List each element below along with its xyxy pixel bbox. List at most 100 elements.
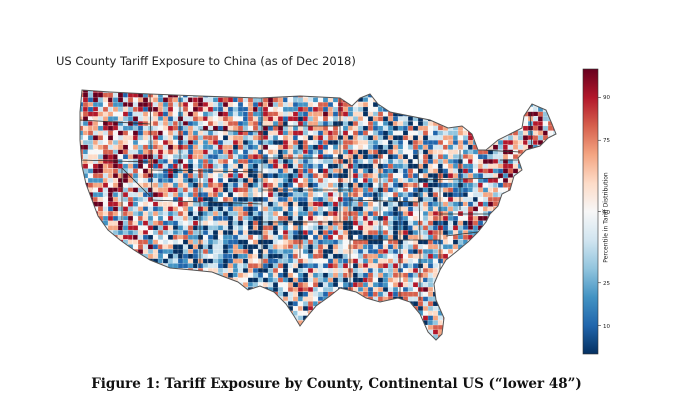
county-cell xyxy=(162,230,169,236)
county-cell xyxy=(92,320,100,326)
county-cell xyxy=(502,253,508,262)
county-cell xyxy=(337,90,343,95)
county-cell xyxy=(312,135,319,141)
county-cell xyxy=(317,305,324,312)
county-cell xyxy=(437,249,444,255)
county-cell xyxy=(262,177,269,184)
county-cell xyxy=(107,272,115,278)
county-cell xyxy=(542,220,551,227)
county-cell xyxy=(167,315,174,321)
county-cell xyxy=(82,206,90,214)
county-cell xyxy=(522,97,529,103)
county-cell xyxy=(142,305,149,313)
county-cell xyxy=(192,320,198,328)
county-cell xyxy=(492,301,500,306)
county-cell xyxy=(337,324,344,332)
county-cell xyxy=(527,168,535,174)
county-cell xyxy=(532,315,541,322)
county-cell xyxy=(327,121,333,127)
county-cell xyxy=(267,135,274,141)
county-cell xyxy=(152,90,160,93)
county-cell xyxy=(532,168,540,174)
county-cell xyxy=(472,130,479,136)
county-cell xyxy=(317,249,324,255)
county-cell xyxy=(517,225,525,231)
county-cell xyxy=(187,320,194,326)
county-cell xyxy=(97,315,105,321)
county-cell xyxy=(377,234,384,241)
county-cell xyxy=(157,277,165,283)
county-cell xyxy=(87,253,93,261)
county-cell xyxy=(517,277,523,283)
county-cell xyxy=(522,201,529,209)
county-cell xyxy=(112,154,118,160)
county-cell xyxy=(432,97,441,104)
county-cell xyxy=(147,296,155,304)
county-cell xyxy=(252,90,259,95)
county-cell xyxy=(312,90,319,94)
county-cell xyxy=(422,102,429,109)
county-cell xyxy=(252,102,259,108)
county-cell xyxy=(322,305,329,312)
county-cell xyxy=(302,149,308,155)
county-cell xyxy=(122,305,131,314)
county-cell xyxy=(80,324,85,332)
county-cell xyxy=(317,320,324,325)
county-cell xyxy=(542,287,549,293)
county-cell xyxy=(172,272,179,280)
county-cell xyxy=(492,268,499,274)
county-cell xyxy=(442,268,450,273)
county-cell xyxy=(122,315,128,323)
county-cell xyxy=(427,90,434,93)
county-cell xyxy=(232,291,240,298)
county-cell xyxy=(532,163,538,171)
county-cell xyxy=(502,111,509,118)
county-cell xyxy=(542,196,549,203)
county-cell xyxy=(287,320,295,326)
county-cell xyxy=(382,149,388,155)
county-cell xyxy=(82,282,90,289)
county-cell xyxy=(302,121,308,126)
county-cell xyxy=(162,144,169,151)
county-cell xyxy=(152,291,159,299)
county-cell xyxy=(80,334,84,340)
county-cell xyxy=(442,102,451,109)
county-cell xyxy=(80,192,86,198)
county-cell xyxy=(212,287,221,293)
county-cell xyxy=(477,140,485,147)
county-cell xyxy=(407,177,414,183)
county-cell xyxy=(527,272,534,279)
county-cell xyxy=(547,263,556,269)
county-cell xyxy=(307,225,314,231)
county-cell xyxy=(432,211,439,216)
county-cell xyxy=(432,305,439,311)
county-cell xyxy=(132,287,139,293)
county-cell xyxy=(502,329,510,337)
county-cell xyxy=(192,324,199,330)
county-cell xyxy=(242,263,248,269)
county-cell xyxy=(442,282,450,288)
county-cell xyxy=(192,272,199,279)
county-cell xyxy=(517,315,525,322)
county-cell xyxy=(277,258,283,264)
county-cell xyxy=(177,215,184,221)
county-cell xyxy=(512,182,521,190)
county-cell xyxy=(332,130,339,136)
county-cell xyxy=(482,291,491,297)
county-cell xyxy=(552,291,556,299)
county-cell xyxy=(87,121,93,126)
county-cell xyxy=(382,163,389,169)
county-cell xyxy=(87,310,94,316)
county-cell xyxy=(487,106,495,114)
county-cell xyxy=(142,225,148,231)
county-cell xyxy=(462,287,470,294)
county-cell xyxy=(137,225,144,231)
county-cell xyxy=(282,263,289,269)
county-cell xyxy=(147,310,155,317)
county-cell xyxy=(552,192,556,198)
county-cell xyxy=(322,320,329,327)
county-cell xyxy=(262,324,271,332)
county-cell xyxy=(317,329,326,335)
county-cell xyxy=(262,111,269,117)
county-cell xyxy=(262,90,269,94)
